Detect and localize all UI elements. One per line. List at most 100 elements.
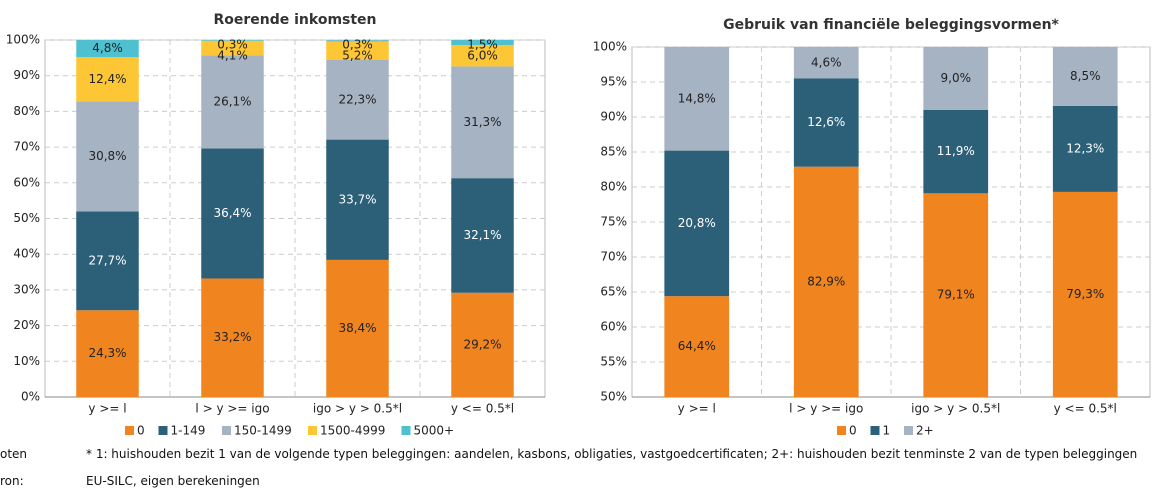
value-label: 4,6% (811, 55, 842, 69)
y-tick-label: 40% (13, 247, 40, 261)
bar-segment (326, 139, 389, 260)
value-label: 82,9% (807, 274, 845, 288)
y-tick-label: 100% (593, 40, 627, 54)
bar-segment (793, 47, 859, 79)
legend-label: 1 (883, 424, 891, 438)
y-tick-label: 80% (13, 104, 40, 118)
bar-segment (451, 178, 514, 293)
bar-segment (76, 57, 139, 102)
x-tick-label: y <= 0.5*l (1054, 402, 1117, 416)
y-tick-label: 50% (600, 390, 627, 404)
value-label: 8,5% (1070, 69, 1101, 83)
x-tick-label: y >= l (678, 402, 716, 416)
value-label: 11,9% (937, 144, 975, 158)
bar-segment (76, 310, 139, 397)
value-label: 26,1% (213, 94, 251, 108)
legend-label: 5000+ (414, 424, 455, 438)
y-tick-label: 70% (600, 250, 627, 264)
x-tick-label: y <= 0.5*l (451, 402, 514, 416)
value-label: 20,8% (678, 216, 716, 230)
value-label: 32,1% (463, 228, 501, 242)
value-label: 64,4% (678, 339, 716, 353)
value-label: 4,8% (92, 41, 123, 55)
y-tick-label: 90% (13, 68, 40, 82)
value-label: 1,5% (467, 38, 498, 52)
y-tick-label: 90% (600, 110, 627, 124)
value-label: 31,3% (463, 115, 501, 129)
x-tick-label: y >= l (88, 402, 126, 416)
legend-swatch (870, 426, 880, 435)
y-tick-label: 30% (13, 282, 40, 296)
y-tick-label: 65% (600, 285, 627, 299)
bar-segment (451, 40, 514, 45)
bar-segment (201, 55, 264, 149)
legend-label: 1-149 (171, 424, 206, 438)
y-tick-label: 55% (600, 355, 627, 369)
value-label: 12,6% (807, 115, 845, 129)
y-tick-label: 70% (13, 140, 40, 154)
value-label: 36,4% (213, 206, 251, 220)
bar-segment (664, 296, 730, 397)
y-tick-label: 95% (600, 75, 627, 89)
legend-swatch (904, 426, 913, 435)
bar-segment (451, 44, 514, 67)
legend-label: 1500-4999 (320, 424, 385, 438)
value-label: 24,3% (88, 346, 126, 360)
chart-title: Gebruik van financiële beleggingsvormen* (723, 17, 1059, 33)
bar-segment (326, 40, 389, 42)
source-label: ron: (0, 474, 24, 488)
y-tick-label: 20% (13, 318, 40, 332)
value-label: 38,4% (338, 321, 376, 335)
legend-label: 0 (849, 424, 857, 438)
charts: Roerende inkomsten 0% 10% 20% 30% 40% 50% 60% 70… (6, 12, 1151, 438)
source-text: EU-SILC, eigen berekeningen (86, 474, 260, 488)
value-label: 22,3% (338, 92, 376, 106)
value-label: 14,8% (678, 91, 716, 105)
bar-segment (451, 66, 514, 179)
legend-swatch (222, 426, 231, 435)
value-label: 4,1% (217, 49, 248, 63)
bar-segment (1052, 191, 1118, 397)
bar-segment (664, 150, 730, 297)
legend-label: 2+ (916, 424, 934, 438)
bar-segment (326, 259, 389, 397)
legend-swatch (401, 426, 411, 435)
value-label: 12,4% (88, 72, 126, 86)
notes-text: * 1: huishouden bezit 1 van de volgende … (86, 447, 1138, 461)
legend-swatch (158, 426, 168, 435)
value-label: 5,2% (342, 49, 373, 63)
legend-label: 0 (137, 424, 145, 438)
value-label: 0,3% (342, 38, 373, 52)
bar-segment (326, 41, 389, 60)
x-tick-label: igo > y > 0.5*l (911, 402, 1000, 416)
bar-segment (201, 278, 264, 397)
chart-title: Roerende inkomsten (213, 12, 376, 28)
bar-segment (793, 166, 859, 397)
value-label: 33,2% (213, 330, 251, 344)
bar-segment (76, 101, 139, 212)
x-tick-label: igo > y > 0.5*l (313, 402, 402, 416)
legend-label: 150-1499 (234, 424, 292, 438)
bar-segment (76, 211, 139, 311)
bar-segment (201, 40, 264, 41)
x-tick-label: l > y >= igo (789, 402, 863, 416)
value-label: 12,3% (1066, 141, 1104, 155)
bar-segment (201, 40, 264, 56)
x-tick-label: l > y >= igo (195, 402, 269, 416)
bar-segment (923, 193, 989, 397)
bar-segment (76, 40, 139, 58)
value-label: 0,3% (217, 38, 248, 52)
value-label: 6,0% (467, 49, 498, 63)
y-tick-label: 85% (600, 145, 627, 159)
value-label: 29,2% (463, 337, 501, 351)
y-tick-label: 0% (21, 390, 40, 404)
y-tick-label: 75% (600, 215, 627, 229)
y-tick-label: 100% (6, 33, 40, 47)
legend-swatch (837, 426, 846, 435)
bar-segment (664, 47, 730, 151)
bar-segment (923, 47, 989, 110)
y-tick-label: 50% (13, 211, 40, 225)
bar-segment (201, 148, 264, 279)
notes-label: oten (0, 447, 28, 461)
